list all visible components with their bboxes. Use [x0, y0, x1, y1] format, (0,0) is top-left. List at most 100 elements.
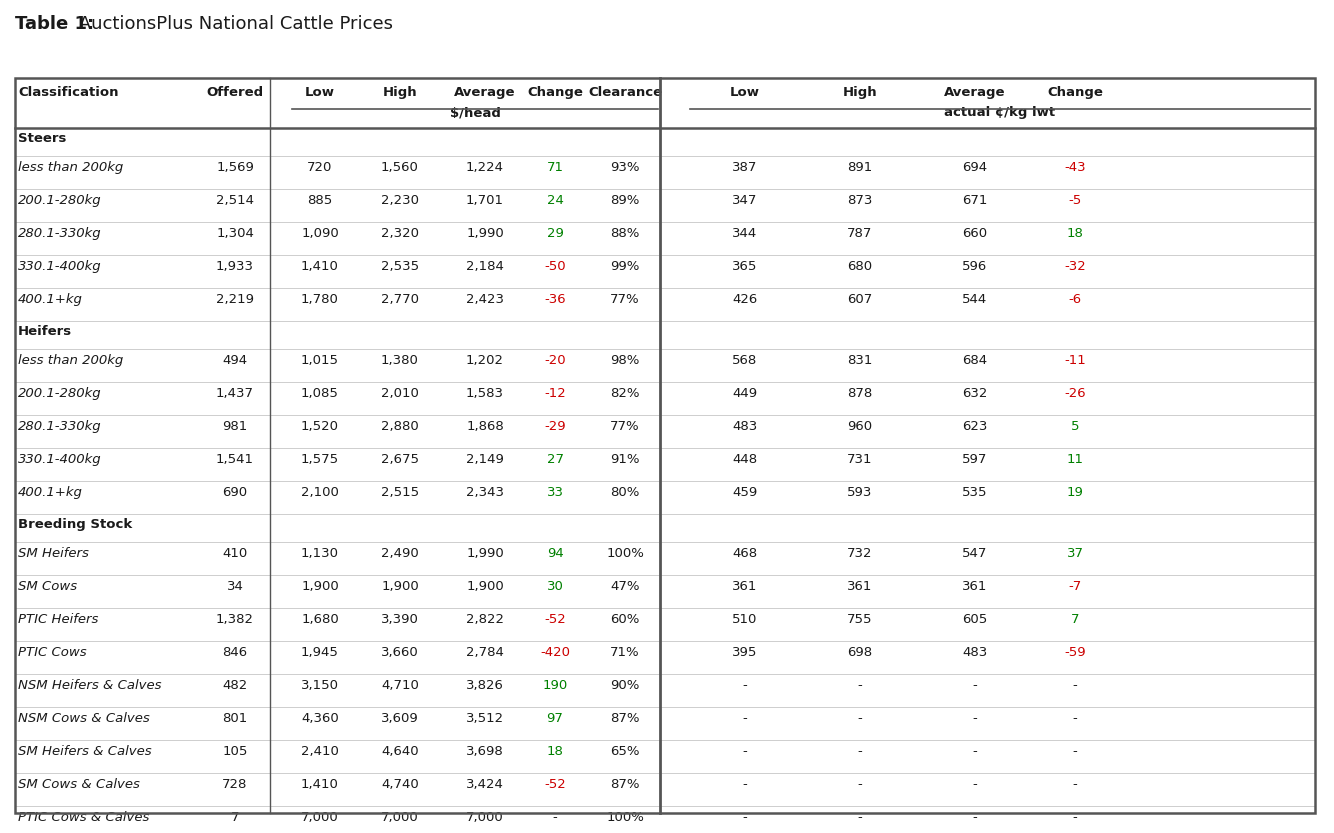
Text: 885: 885 [307, 194, 332, 207]
Text: 365: 365 [732, 260, 758, 273]
Text: 801: 801 [223, 712, 248, 725]
Text: 1,224: 1,224 [466, 161, 504, 174]
Text: 732: 732 [847, 547, 872, 560]
Text: -32: -32 [1065, 260, 1086, 273]
Text: Steers: Steers [17, 132, 67, 145]
Text: -: - [972, 679, 978, 692]
Text: 93%: 93% [610, 161, 640, 174]
Text: 1,380: 1,380 [382, 354, 419, 367]
Text: 280.1-330kg: 280.1-330kg [17, 227, 101, 240]
Text: 960: 960 [847, 420, 872, 433]
Text: -: - [1073, 778, 1078, 791]
Text: 1,701: 1,701 [466, 194, 504, 207]
Text: 80%: 80% [611, 486, 640, 499]
Text: 60%: 60% [611, 613, 640, 626]
Text: 4,640: 4,640 [382, 745, 419, 758]
Text: 19: 19 [1067, 486, 1083, 499]
Text: 449: 449 [732, 387, 758, 400]
Text: actual ¢/kg lwt: actual ¢/kg lwt [944, 106, 1055, 119]
Text: -: - [552, 811, 558, 824]
Text: 2,770: 2,770 [382, 293, 419, 306]
Text: 361: 361 [732, 580, 758, 593]
Text: 1,437: 1,437 [216, 387, 253, 400]
Text: Change: Change [1047, 86, 1103, 99]
Text: 90%: 90% [611, 679, 640, 692]
Text: 426: 426 [732, 293, 758, 306]
Text: 4,360: 4,360 [301, 712, 339, 725]
Text: 891: 891 [847, 161, 872, 174]
Text: -52: -52 [544, 613, 566, 626]
Text: 200.1-280kg: 200.1-280kg [17, 387, 101, 400]
Text: 1,900: 1,900 [466, 580, 504, 593]
Text: 2,100: 2,100 [301, 486, 339, 499]
Text: 7,000: 7,000 [301, 811, 339, 824]
Text: 468: 468 [732, 547, 758, 560]
Text: 671: 671 [962, 194, 987, 207]
Text: PTIC Cows: PTIC Cows [17, 646, 87, 659]
Text: High: High [383, 86, 418, 99]
Text: -5: -5 [1069, 194, 1082, 207]
Text: -420: -420 [540, 646, 570, 659]
Text: 2,784: 2,784 [466, 646, 504, 659]
Text: -: - [858, 811, 862, 824]
Text: 7,000: 7,000 [382, 811, 419, 824]
Text: -: - [743, 811, 747, 824]
Text: 2,880: 2,880 [382, 420, 419, 433]
Text: 387: 387 [732, 161, 758, 174]
Text: Table 1:: Table 1: [15, 15, 95, 33]
Text: 87%: 87% [610, 778, 640, 791]
Text: 2,514: 2,514 [216, 194, 253, 207]
Text: 91%: 91% [610, 453, 640, 466]
Text: -: - [743, 712, 747, 725]
Text: 7: 7 [1071, 613, 1079, 626]
Text: 3,660: 3,660 [382, 646, 419, 659]
Text: 690: 690 [223, 486, 248, 499]
Text: 344: 344 [732, 227, 758, 240]
Text: 623: 623 [962, 420, 987, 433]
Text: 30: 30 [547, 580, 563, 593]
Text: -: - [858, 778, 862, 791]
Text: 1,520: 1,520 [301, 420, 339, 433]
Text: 34: 34 [227, 580, 243, 593]
Text: 395: 395 [732, 646, 758, 659]
Text: -: - [1073, 712, 1078, 725]
Text: -: - [743, 778, 747, 791]
Text: 3,424: 3,424 [466, 778, 504, 791]
Text: 483: 483 [732, 420, 758, 433]
Text: 4,710: 4,710 [382, 679, 419, 692]
Text: 1,900: 1,900 [301, 580, 339, 593]
Text: 607: 607 [847, 293, 872, 306]
Text: 400.1+kg: 400.1+kg [17, 293, 83, 306]
Text: -: - [743, 679, 747, 692]
Text: Change: Change [527, 86, 583, 99]
Text: 190: 190 [543, 679, 568, 692]
Text: 831: 831 [847, 354, 872, 367]
Text: -: - [858, 745, 862, 758]
Text: 330.1-400kg: 330.1-400kg [17, 453, 101, 466]
Text: 1,382: 1,382 [216, 613, 253, 626]
Text: 1,569: 1,569 [216, 161, 253, 174]
Text: 1,410: 1,410 [301, 778, 339, 791]
Text: 2,320: 2,320 [382, 227, 419, 240]
Text: -: - [1073, 679, 1078, 692]
Text: 1,202: 1,202 [466, 354, 504, 367]
Text: 65%: 65% [610, 745, 640, 758]
Text: -: - [1073, 811, 1078, 824]
Text: 660: 660 [962, 227, 987, 240]
Text: 280.1-330kg: 280.1-330kg [17, 420, 101, 433]
Text: -12: -12 [544, 387, 566, 400]
Text: 24: 24 [547, 194, 563, 207]
Text: 27: 27 [547, 453, 563, 466]
Text: 400.1+kg: 400.1+kg [17, 486, 83, 499]
Text: 846: 846 [223, 646, 248, 659]
Text: 2,230: 2,230 [382, 194, 419, 207]
Text: 105: 105 [223, 745, 248, 758]
Text: 1,541: 1,541 [216, 453, 253, 466]
Text: 1,990: 1,990 [466, 227, 504, 240]
Text: 2,410: 2,410 [301, 745, 339, 758]
Text: 448: 448 [732, 453, 758, 466]
Text: 694: 694 [962, 161, 987, 174]
Text: NSM Cows & Calves: NSM Cows & Calves [17, 712, 149, 725]
Text: Offered: Offered [207, 86, 264, 99]
Text: Low: Low [305, 86, 335, 99]
